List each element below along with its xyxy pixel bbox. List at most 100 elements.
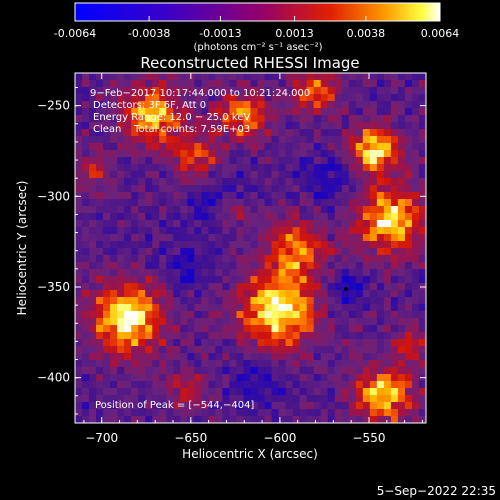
heatmap-pixel (271, 304, 279, 312)
heatmap-pixel (229, 311, 237, 319)
heatmap-pixel (187, 339, 195, 347)
heatmap-pixel (320, 332, 329, 340)
heatmap-pixel (390, 115, 399, 123)
heatmap-pixel (82, 262, 90, 270)
heatmap-pixel (82, 220, 90, 228)
heatmap-pixel (180, 185, 188, 193)
heatmap-pixel (96, 164, 104, 172)
heatmap-pixel (75, 73, 83, 81)
heatmap-pixel (194, 311, 202, 319)
heatmap-pixel (208, 122, 216, 130)
heatmap-pixel (404, 199, 413, 207)
heatmap-pixel (404, 115, 413, 123)
heatmap-pixel (166, 220, 174, 228)
heatmap-pixel (159, 325, 167, 333)
heatmap-pixel (278, 374, 286, 382)
heatmap-pixel (208, 374, 216, 382)
heatmap-pixel (306, 178, 315, 186)
heatmap-pixel (257, 353, 265, 361)
heatmap-pixel (208, 353, 216, 361)
heatmap-pixel (215, 339, 223, 347)
heatmap-pixel (369, 367, 378, 375)
heatmap-pixel (334, 171, 343, 179)
heatmap-pixel (355, 80, 364, 88)
heatmap-pixel (313, 402, 322, 410)
heatmap-pixel (285, 143, 294, 151)
heatmap-pixel (299, 234, 308, 242)
heatmap-pixel (152, 227, 160, 235)
heatmap-pixel (397, 262, 406, 270)
heatmap-pixel (264, 388, 272, 396)
heatmap-pixel (131, 129, 139, 137)
heatmap-pixel (229, 255, 237, 263)
heatmap-pixel (131, 143, 139, 151)
heatmap-pixel (327, 367, 336, 375)
heatmap-pixel (103, 283, 111, 291)
heatmap-pixel (187, 157, 195, 165)
heatmap-pixel (180, 402, 188, 410)
heatmap-pixel (208, 164, 216, 172)
heatmap-pixel (201, 129, 209, 137)
heatmap-pixel (418, 409, 426, 417)
heatmap-pixel (285, 136, 294, 144)
heatmap-pixel (327, 108, 336, 116)
heatmap-pixel (152, 157, 160, 165)
heatmap-pixel (229, 122, 237, 130)
heatmap-pixel (110, 94, 118, 102)
heatmap-pixel (404, 213, 413, 221)
heatmap-pixel (208, 269, 216, 277)
heatmap-pixel (96, 367, 104, 375)
heatmap-pixel (397, 248, 406, 256)
heatmap-pixel (383, 206, 392, 214)
heatmap-pixel (376, 87, 385, 95)
heatmap-pixel (278, 220, 286, 228)
heatmap-pixel (215, 395, 223, 403)
heatmap-pixel (292, 234, 301, 242)
y-tick-label: −350 (37, 280, 70, 294)
heatmap-pixel (124, 234, 132, 242)
heatmap-pixel (236, 73, 244, 81)
heatmap-pixel (138, 73, 146, 81)
heatmap-pixel (404, 220, 413, 228)
heatmap-pixel (222, 122, 230, 130)
heatmap-pixel (355, 164, 364, 172)
heatmap-pixel (411, 325, 420, 333)
heatmap-pixel (173, 220, 181, 228)
heatmap-pixel (411, 171, 420, 179)
heatmap-pixel (75, 409, 83, 417)
heatmap-pixel (201, 122, 209, 130)
heatmap-pixel (411, 311, 420, 319)
heatmap-pixel (306, 108, 315, 116)
heatmap-pixel (313, 234, 322, 242)
heatmap-pixel (411, 339, 420, 347)
heatmap-pixel (418, 115, 426, 123)
heatmap-pixel (243, 94, 251, 102)
heatmap-pixel (159, 115, 167, 123)
heatmap-pixel (341, 402, 350, 410)
heatmap-pixel (320, 360, 329, 368)
heatmap-pixel (278, 409, 286, 417)
heatmap-pixel (82, 388, 90, 396)
heatmap-pixel (243, 283, 251, 291)
heatmap-pixel (236, 192, 244, 200)
heatmap-pixel (411, 115, 420, 123)
heatmap-pixel (369, 297, 378, 305)
heatmap-pixel (75, 402, 83, 410)
heatmap-pixel (250, 332, 258, 340)
heatmap-pixel (418, 164, 426, 172)
heatmap-pixel (341, 122, 350, 130)
heatmap-pixel (348, 241, 357, 249)
heatmap-pixel (187, 136, 195, 144)
heatmap-pixel (271, 339, 279, 347)
heatmap-pixel (215, 346, 223, 354)
heatmap-pixel (75, 304, 83, 312)
heatmap-pixel (376, 304, 385, 312)
heatmap-pixel (292, 388, 301, 396)
heatmap-pixel (236, 87, 244, 95)
heatmap-pixel (131, 241, 139, 249)
heatmap-pixel (348, 234, 357, 242)
heatmap-pixel (103, 178, 111, 186)
heatmap-pixel (159, 248, 167, 256)
heatmap-pixel (82, 234, 90, 242)
heatmap-pixel (173, 94, 181, 102)
